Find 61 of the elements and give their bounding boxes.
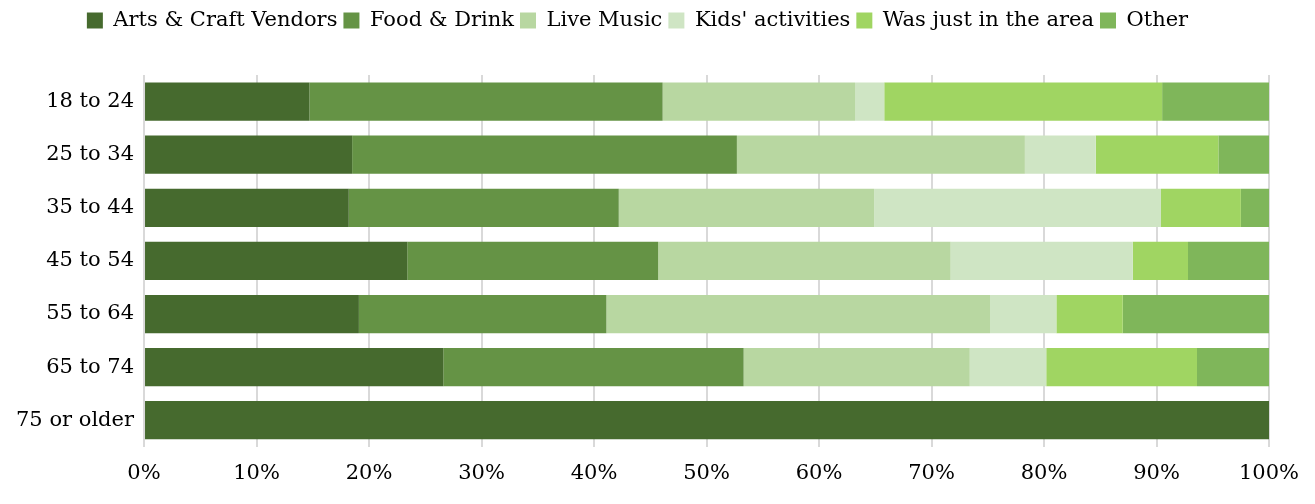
bar — [145, 241, 408, 281]
bar — [855, 82, 885, 121]
bar — [1240, 188, 1269, 227]
bar — [874, 188, 1161, 227]
bar — [1197, 348, 1269, 387]
bar — [145, 188, 349, 227]
legend-label: Other — [1126, 6, 1190, 31]
bar — [443, 348, 744, 387]
x-tick-label: 70% — [908, 459, 955, 484]
bar — [736, 135, 1025, 174]
bar — [145, 135, 353, 174]
bar — [1046, 348, 1197, 387]
x-tick-label: 50% — [683, 459, 730, 484]
bar — [145, 294, 359, 334]
x-tick-label: 90% — [1133, 459, 1180, 484]
bar — [358, 294, 607, 334]
bar — [352, 135, 737, 174]
x-tick-label: 0% — [127, 459, 161, 484]
bar — [1218, 135, 1269, 174]
bar — [407, 241, 659, 281]
bar — [1122, 294, 1269, 334]
x-tick-label: 10% — [233, 459, 280, 484]
y-tick-label: 55 to 64 — [46, 300, 135, 325]
bar — [145, 348, 444, 387]
bar — [1024, 135, 1096, 174]
bar — [658, 241, 951, 281]
legend-label: Kids' activities — [694, 6, 851, 31]
bar — [990, 294, 1057, 334]
bar — [145, 82, 310, 121]
legend-label: Live Music — [546, 6, 663, 31]
legend-label: Was just in the area — [882, 6, 1094, 31]
bar — [606, 294, 991, 334]
bar — [1132, 241, 1188, 281]
bar — [1056, 294, 1123, 334]
y-tick-label: 65 to 74 — [46, 353, 135, 378]
x-tick-label: 80% — [1020, 459, 1068, 484]
y-tick-label: 18 to 24 — [46, 88, 135, 113]
y-tick-label: 75 or older — [15, 406, 135, 431]
bar — [145, 401, 1269, 440]
x-tick-label: 20% — [345, 459, 393, 484]
bar — [743, 348, 970, 387]
bar — [1162, 82, 1269, 121]
y-tick-label: 35 to 44 — [46, 194, 135, 219]
x-tick-label: 30% — [458, 459, 505, 484]
x-tick-label: 40% — [570, 459, 618, 484]
bar — [884, 82, 1163, 121]
x-tick-label: 100% — [1238, 459, 1300, 484]
bar — [662, 82, 856, 121]
y-tick-label: 45 to 54 — [46, 247, 135, 272]
legend-label: Food & Drink — [369, 6, 515, 31]
bar — [1095, 135, 1219, 174]
bar — [309, 82, 663, 121]
bar — [969, 348, 1047, 387]
bar — [348, 188, 619, 227]
legend-label: Arts & Craft Vendors — [112, 6, 338, 31]
bar — [1161, 188, 1241, 227]
bar — [950, 241, 1133, 281]
x-tick-label: 60% — [795, 459, 843, 484]
bar — [618, 188, 875, 227]
y-tick-label: 25 to 34 — [46, 141, 135, 166]
bar — [1188, 241, 1269, 281]
